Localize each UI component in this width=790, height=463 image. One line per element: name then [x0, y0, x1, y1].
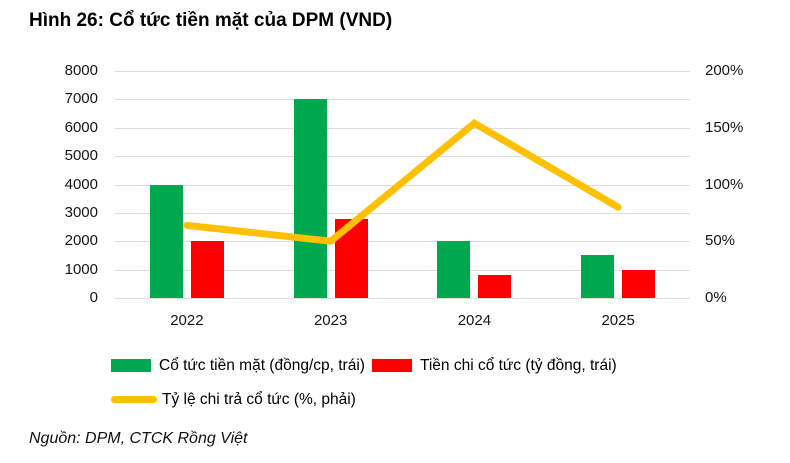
bar-dividend-paid-2022	[190, 241, 224, 298]
y-axis-tick-right: 50%	[705, 232, 736, 250]
legend-row-bars: Cổ tức tiền mặt (đồng/cp, trái) Tiền chi…	[111, 355, 617, 376]
legend-swatch-cash-dividend	[111, 359, 151, 372]
figure-title: Hình 26: Cổ tức tiền mặt của DPM (VND)	[29, 10, 393, 31]
bar-cash-dividend-2025	[581, 255, 615, 298]
y-axis-tick-left: 7000	[64, 90, 98, 108]
y-axis-tick-left: 3000	[64, 203, 98, 221]
gridline	[115, 71, 690, 72]
chart-legend: Cổ tức tiền mặt (đồng/cp, trái) Tiền chi…	[111, 355, 617, 423]
x-axis-label: 2023	[313, 312, 348, 329]
gridline	[115, 298, 690, 299]
legend-label-payout-ratio: Tỷ lệ chi trả cổ tức (%, phải)	[162, 390, 356, 408]
y-axis-tick-left: 6000	[64, 118, 98, 136]
y-axis-tick-right: 200%	[705, 62, 744, 79]
y-axis-tick-left: 2000	[64, 232, 98, 250]
bar-cash-dividend-2024	[437, 241, 471, 298]
y-axis-tick-left: 5000	[64, 147, 98, 165]
gridline	[115, 127, 690, 129]
y-axis-tick-left: 8000	[64, 62, 98, 79]
y-axis-tick-left: 0	[89, 289, 98, 306]
legend-swatch-dividend-paid	[371, 359, 412, 372]
gridline	[115, 212, 690, 214]
y-axis-tick-right: 0%	[705, 289, 727, 306]
y-axis-tick-right: 100%	[705, 175, 744, 193]
gridline	[115, 269, 690, 271]
legend-label-dividend-paid: Tiền chi cổ tức (tỷ đồng, trái)	[419, 356, 617, 374]
legend-row-line: Tỷ lệ chi trả cổ tức (%, phải)	[111, 389, 617, 410]
gridline	[115, 241, 690, 243]
gridline	[115, 99, 690, 101]
bar-cash-dividend-2023	[293, 99, 327, 298]
bar-cash-dividend-2022	[149, 184, 183, 298]
bar-dividend-paid-2025	[622, 269, 656, 298]
gridline	[115, 156, 690, 158]
x-axis-label: 2025	[601, 312, 635, 329]
x-axis-label: 2022	[170, 312, 204, 329]
x-axis-label: 2024	[457, 312, 492, 329]
bar-dividend-paid-2024	[478, 275, 512, 298]
source-note: Nguồn: DPM, CTCK Rồng Việt	[29, 430, 248, 447]
y-axis-tick-left: 4000	[64, 175, 98, 193]
y-axis-tick-right: 150%	[705, 118, 744, 136]
legend-swatch-payout-ratio	[111, 396, 157, 403]
legend-label-cash-dividend: Cổ tức tiền mặt (đồng/cp, trái)	[159, 356, 365, 374]
y-axis-tick-left: 1000	[64, 260, 98, 278]
